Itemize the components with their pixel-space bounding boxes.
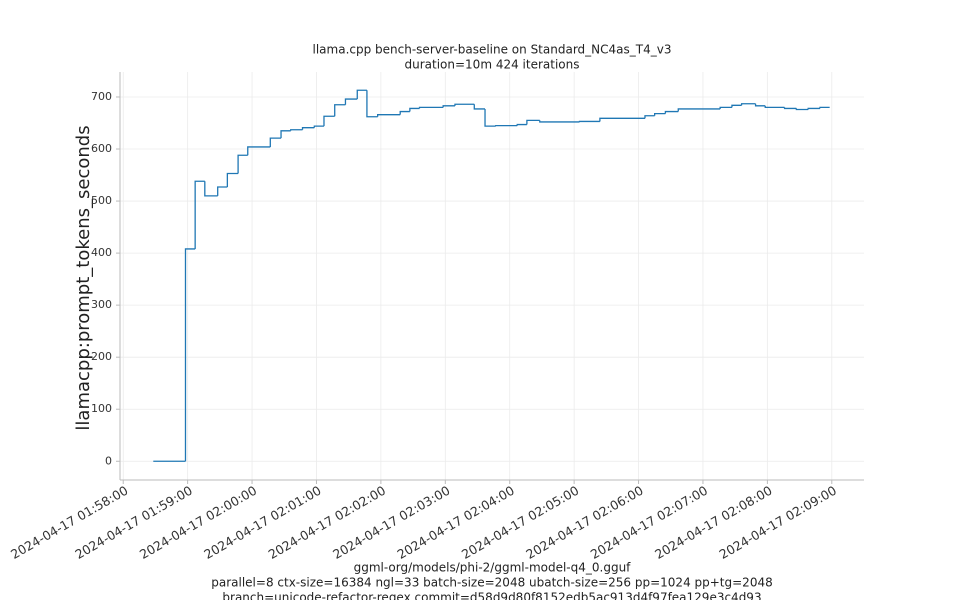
y-tick-label: 0: [105, 454, 112, 467]
y-tick-label: 400: [91, 246, 112, 259]
line-step: [764, 105, 785, 109]
line-step: [807, 107, 820, 110]
line-step: [677, 108, 721, 112]
chart-title: llama.cpp bench-server-baseline on Stand…: [313, 43, 672, 57]
line-step: [484, 108, 496, 127]
line-step: [719, 106, 732, 109]
footer-line: branch=unicode-refactor-regex commit=d58…: [222, 591, 761, 600]
line-step: [194, 180, 205, 249]
line-step: [217, 186, 228, 196]
x-tick-label: 2024-04-17 02:02:00: [266, 483, 389, 562]
line-step: [495, 124, 518, 127]
line-step: [783, 107, 797, 110]
line-step: [237, 154, 248, 174]
y-axis-label: llamacpp:prompt_tokens_seconds: [73, 125, 94, 430]
line-step: [653, 112, 666, 116]
line-step: [599, 117, 645, 122]
line-step: [399, 110, 410, 115]
line-step: [334, 104, 346, 117]
line-step: [366, 90, 378, 118]
line-step: [754, 103, 766, 107]
line-step: [269, 137, 282, 147]
line-step: [644, 115, 655, 119]
line-step: [280, 130, 291, 139]
x-tick-label: 2024-04-17 02:04:00: [394, 483, 517, 562]
line-step: [290, 129, 303, 131]
line-step: [442, 105, 455, 108]
line-step: [539, 120, 580, 123]
line-step: [578, 120, 600, 123]
line-step: [377, 114, 401, 117]
x-tick-label: 2024-04-17 02:03:00: [330, 483, 453, 562]
line-step: [664, 110, 679, 114]
x-tick-label: 2024-04-17 02:01:00: [201, 483, 324, 562]
x-tick-label: 2024-04-17 02:05:00: [459, 483, 582, 562]
line-step: [204, 181, 218, 197]
y-tick-label: 200: [91, 350, 112, 363]
chart-subtitle: duration=10m 424 iterations: [405, 58, 580, 72]
x-tick-label: 2024-04-17 02:07:00: [588, 483, 711, 562]
line-step: [409, 107, 420, 112]
line-step: [226, 172, 239, 188]
footer-line: parallel=8 ctx-size=16384 ngl=33 batch-s…: [211, 576, 772, 590]
x-tick-label: 2024-04-17 02:00:00: [137, 483, 260, 562]
line-step: [301, 127, 315, 130]
line-step: [356, 89, 367, 100]
y-tick-label: 700: [91, 90, 112, 103]
line-step: [473, 104, 486, 110]
line-step: [526, 119, 540, 125]
x-tick-label: 2024-04-17 02:08:00: [652, 483, 775, 562]
x-tick-label: 2024-04-17 02:09:00: [717, 483, 840, 562]
x-tick-label: 2024-04-17 02:06:00: [523, 483, 646, 562]
line-step: [819, 106, 830, 109]
y-tick-label: 300: [91, 298, 112, 311]
y-tick-label: 500: [91, 194, 112, 207]
footer-line: ggml-org/models/phi-2/ggml-model-q4_0.gg…: [354, 561, 632, 575]
line-step: [740, 103, 756, 106]
line-step: [313, 125, 324, 128]
line-step: [184, 248, 196, 462]
line-step: [418, 106, 444, 109]
x-tick-label: 2024-04-17 01:59:00: [72, 483, 195, 562]
line-step: [731, 104, 742, 108]
y-tick-label: 600: [91, 142, 112, 155]
line-step: [247, 146, 271, 156]
line-step: [454, 103, 475, 106]
x-tick-label: 2024-04-17 01:58:00: [8, 483, 131, 562]
line-step: [344, 98, 358, 105]
y-tick-label: 100: [91, 402, 112, 415]
line-step: [516, 123, 527, 126]
line-step: [323, 115, 335, 127]
line-step: [795, 108, 809, 111]
